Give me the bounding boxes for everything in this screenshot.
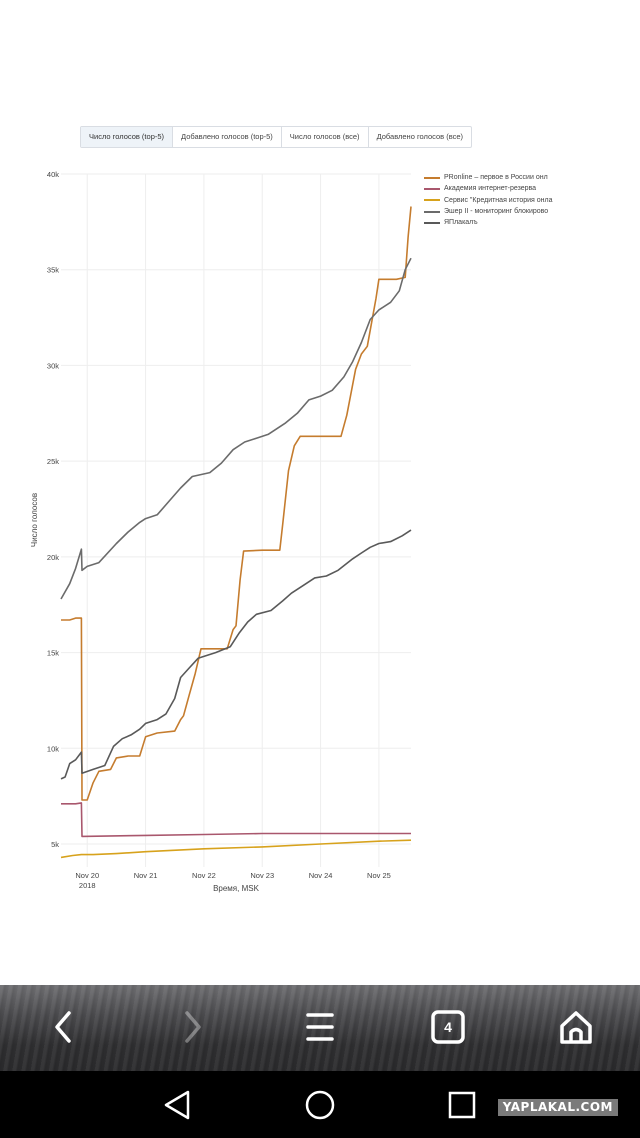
legend-label: Академия интернет-резерва xyxy=(444,185,537,193)
forward-button[interactable] xyxy=(172,1007,212,1047)
circle-home-icon xyxy=(305,1090,335,1120)
menu-button[interactable] xyxy=(300,1007,340,1047)
chart-grid xyxy=(61,173,411,867)
hamburger-menu-icon xyxy=(306,1013,334,1041)
y-tick-label: 25k xyxy=(47,457,59,466)
legend-item-credit-history[interactable]: Сервис "Кредитная история онла xyxy=(424,195,553,206)
y-axis-label: Число голосов xyxy=(30,493,39,547)
y-tick-label: 10k xyxy=(47,744,59,753)
legend-item-academy[interactable]: Академия интернет-резерва xyxy=(424,183,553,194)
triangle-back-icon xyxy=(164,1090,190,1120)
legend-label: ЯПлакалъ xyxy=(444,219,478,227)
series-line-4 xyxy=(60,529,412,780)
home-icon xyxy=(560,1011,592,1044)
legend-swatch xyxy=(424,210,440,213)
tab-votes-top5[interactable]: Число голосов (top-5) xyxy=(81,127,174,147)
x-axis-label: Время, MSK xyxy=(213,884,260,893)
series-line-2 xyxy=(60,839,412,859)
legend-swatch xyxy=(424,199,440,202)
system-recents-button[interactable] xyxy=(442,1085,482,1125)
x-tick-label: Nov 21 xyxy=(134,871,158,880)
tab-added-all[interactable]: Добавлено голосов (все) xyxy=(376,132,464,141)
legend-item-yaplakal[interactable]: ЯПлакалъ xyxy=(424,217,553,228)
legend-swatch xyxy=(424,221,440,224)
x-tick-label: Nov 23 xyxy=(250,871,274,880)
tabs-counter-icon: 4 xyxy=(431,1010,465,1044)
series-line-1 xyxy=(61,802,411,838)
home-button[interactable] xyxy=(556,1007,596,1047)
legend-swatch xyxy=(424,176,440,179)
system-back-button[interactable] xyxy=(158,1085,198,1125)
x-tick-label: Nov 24 xyxy=(309,871,333,880)
x-tick-sublabel: 2018 xyxy=(79,881,96,890)
x-tick-label: Nov 25 xyxy=(367,871,391,880)
series-line-0 xyxy=(61,206,412,801)
chart-tab-selector: Число голосов (top-5) Добавлено голосов … xyxy=(80,126,473,148)
tab-count: 4 xyxy=(444,1019,452,1035)
x-tick-label: Nov 20 xyxy=(75,871,99,880)
chart-legend: PRonline – первое в России онл Академия … xyxy=(424,172,553,228)
chevron-left-icon xyxy=(55,1011,71,1043)
y-tick-label: 5k xyxy=(51,840,59,849)
tab-added-top5[interactable]: Добавлено голосов (top-5) xyxy=(173,127,282,147)
y-tick-label: 35k xyxy=(47,266,59,275)
legend-label: PRonline – первое в России онл xyxy=(444,174,548,182)
browser-bottom-bar: 4 xyxy=(0,985,640,1071)
x-tick-label: Nov 22 xyxy=(192,871,216,880)
y-axis-ticks: 5k 10k 15k 20k 25k 30k 35k 40k xyxy=(47,170,59,849)
legend-item-pronline[interactable]: PRonline – первое в России онл xyxy=(424,172,553,183)
y-tick-label: 30k xyxy=(47,361,59,370)
site-watermark: YAPLAKAL.COM xyxy=(497,1099,618,1116)
y-tick-label: 15k xyxy=(47,649,59,658)
system-home-button[interactable] xyxy=(300,1085,340,1125)
chevron-right-icon xyxy=(185,1011,201,1043)
tabs-button[interactable]: 4 xyxy=(428,1007,468,1047)
legend-item-escher[interactable]: Эшер II - мониторинг блокирово xyxy=(424,206,553,217)
y-tick-label: 20k xyxy=(47,553,59,562)
chart-series xyxy=(60,206,412,859)
legend-label: Сервис "Кредитная история онла xyxy=(444,196,553,204)
y-tick-label: 40k xyxy=(47,170,59,179)
series-line-3 xyxy=(60,257,412,600)
legend-swatch xyxy=(424,187,440,190)
tab-votes-all[interactable]: Число голосов (все) xyxy=(282,127,369,147)
square-recents-icon xyxy=(448,1091,476,1119)
legend-label: Эшер II - мониторинг блокирово xyxy=(444,208,549,216)
back-button[interactable] xyxy=(44,1007,84,1047)
